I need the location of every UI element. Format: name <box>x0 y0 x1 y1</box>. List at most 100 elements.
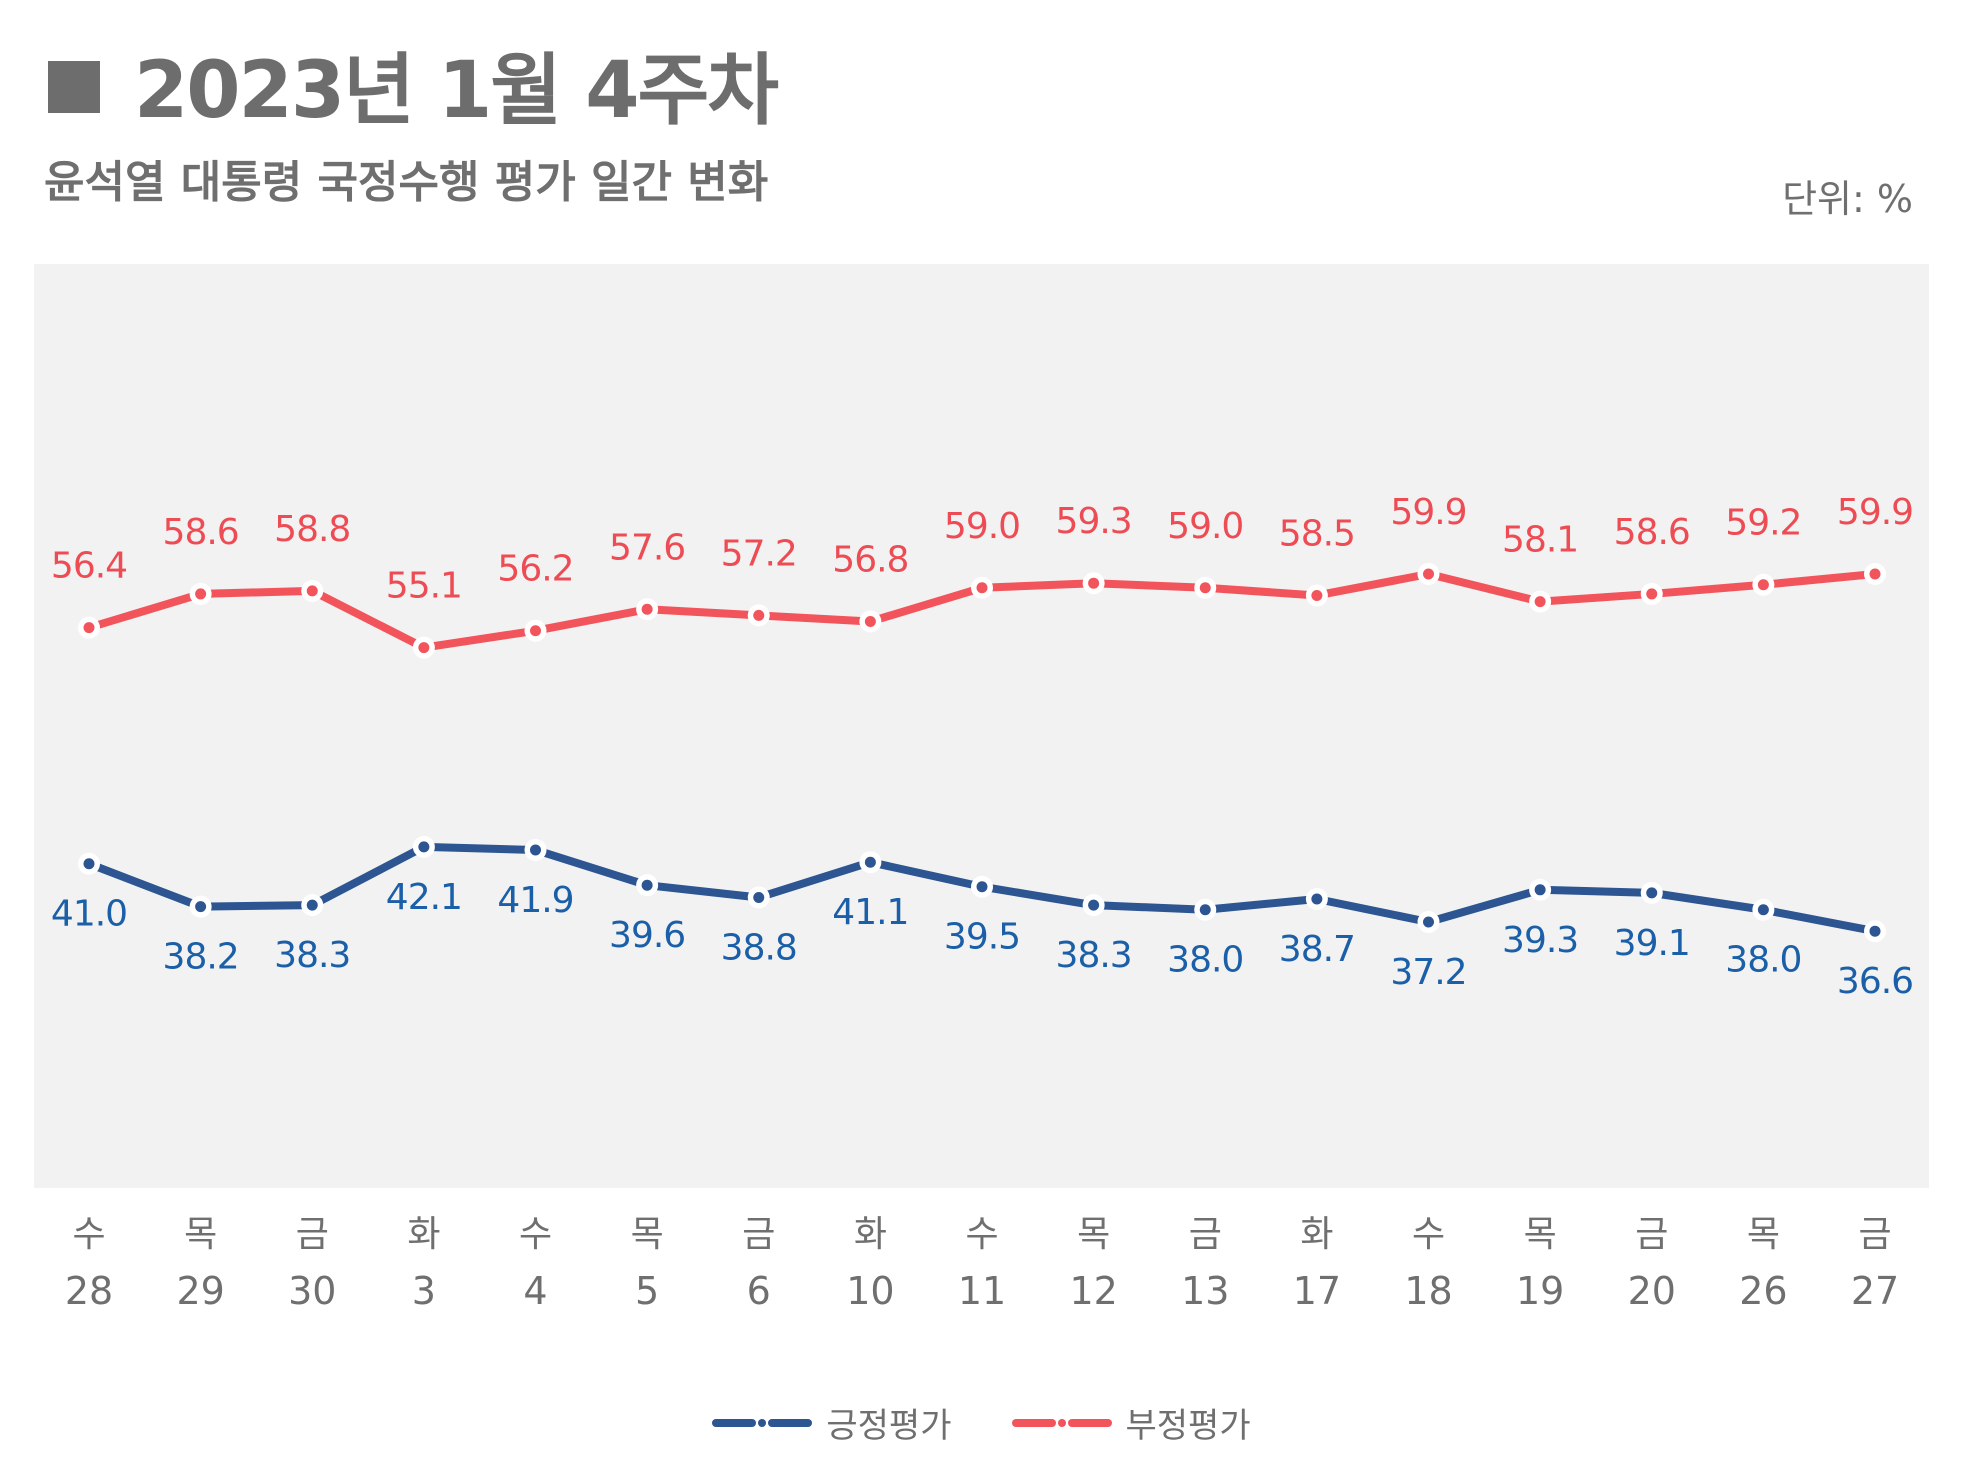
x-tick-date: 26 <box>1739 1269 1787 1313</box>
data-label-negative: 59.0 <box>944 506 1020 547</box>
data-label-positive: 41.1 <box>832 892 908 933</box>
data-label-positive: 38.3 <box>274 935 350 976</box>
chart-legend: 긍정평가 부정평가 <box>0 1398 1963 1447</box>
data-point-dot-positive <box>1646 887 1658 899</box>
data-point-dot-negative <box>1869 568 1881 580</box>
data-point-dot-positive <box>1199 904 1211 916</box>
data-label-negative: 59.9 <box>1390 492 1466 533</box>
data-label-negative: 59.2 <box>1725 503 1801 544</box>
data-point-dot-negative <box>1423 568 1434 580</box>
data-point-dot-negative <box>306 585 318 597</box>
data-label-negative: 59.0 <box>1167 506 1243 547</box>
data-label-positive: 38.0 <box>1725 940 1801 981</box>
data-point-dot-negative <box>641 603 653 615</box>
x-tick-date: 28 <box>65 1269 113 1313</box>
x-tick-day: 화 <box>854 1214 887 1255</box>
data-label-negative: 57.6 <box>609 527 685 568</box>
legend-negative-line-icon <box>1011 1418 1112 1427</box>
data-point-dot-positive <box>418 841 430 853</box>
x-tick-day: 수 <box>519 1214 552 1255</box>
legend-item-negative: 부정평가 <box>1011 1398 1251 1447</box>
data-label-positive: 37.2 <box>1390 952 1466 993</box>
data-label-negative: 58.1 <box>1502 520 1578 561</box>
data-point-dot-negative <box>1088 577 1100 589</box>
data-point-dot-positive <box>195 901 207 913</box>
data-point-dot-positive <box>1311 893 1323 905</box>
x-tick-day: 수 <box>1412 1214 1445 1255</box>
data-label-positive: 42.1 <box>386 877 462 918</box>
data-point-dot-positive <box>1757 904 1769 916</box>
data-label-positive: 39.3 <box>1502 920 1578 961</box>
x-tick-date: 5 <box>635 1269 659 1313</box>
x-tick-day: 금 <box>1858 1214 1891 1255</box>
x-tick-date: 3 <box>412 1269 436 1313</box>
data-point-dot-positive <box>976 881 988 893</box>
chart-subtitle: 윤석열 대통령 국정수행 평가 일간 변화 <box>44 157 769 208</box>
data-label-positive: 38.8 <box>721 927 797 968</box>
data-point-dot-negative <box>83 622 95 634</box>
x-tick-day: 화 <box>1300 1214 1333 1255</box>
data-label-positive: 38.0 <box>1167 940 1243 981</box>
data-point-dot-positive <box>864 856 876 868</box>
data-label-positive: 38.3 <box>1056 935 1132 976</box>
data-label-negative: 58.6 <box>163 512 239 553</box>
x-tick-date: 12 <box>1069 1269 1117 1313</box>
data-point-dot-negative <box>1534 596 1546 608</box>
x-tick-date: 20 <box>1628 1269 1676 1313</box>
data-point-dot-negative <box>1311 589 1323 601</box>
x-tick-day: 금 <box>296 1214 329 1255</box>
data-point-dot-positive <box>1088 899 1100 911</box>
data-point-dot-positive <box>1423 916 1434 928</box>
x-tick-date: 19 <box>1516 1269 1564 1313</box>
x-tick-date: 13 <box>1181 1269 1229 1313</box>
data-point-dot-negative <box>1757 579 1769 591</box>
data-label-positive: 39.6 <box>609 915 685 956</box>
data-point-dot-positive <box>753 891 765 903</box>
x-tick-day: 목 <box>1747 1214 1780 1255</box>
data-point-dot-negative <box>864 616 876 628</box>
data-label-negative: 57.2 <box>721 533 797 574</box>
legend-positive-line-icon <box>712 1418 813 1427</box>
page-title: 2023년 1월 4주차 <box>48 28 779 140</box>
x-tick-day: 수 <box>72 1214 105 1255</box>
data-point-dot-negative <box>530 625 541 637</box>
x-tick-day: 목 <box>184 1214 217 1255</box>
plot-area <box>34 264 1929 1188</box>
legend-label-negative: 부정평가 <box>1125 1406 1251 1446</box>
x-tick-day: 목 <box>631 1214 664 1255</box>
x-tick-date: 4 <box>523 1269 547 1313</box>
data-point-dot-negative <box>418 642 430 654</box>
data-point-dot-negative <box>1199 582 1211 594</box>
x-tick-date: 6 <box>747 1269 771 1313</box>
data-point-dot-negative <box>195 588 207 600</box>
data-point-dot-negative <box>753 609 765 621</box>
x-tick-day: 금 <box>1189 1214 1222 1255</box>
x-tick-day: 화 <box>407 1214 440 1255</box>
data-point-dot-positive <box>83 858 95 870</box>
data-label-negative: 56.8 <box>832 540 908 581</box>
data-label-positive: 39.5 <box>944 917 1020 958</box>
unit-label: 단위: % <box>1782 177 1913 221</box>
x-tick-date: 10 <box>846 1269 894 1313</box>
x-tick-date: 17 <box>1293 1269 1341 1313</box>
x-tick-day: 금 <box>742 1214 775 1255</box>
x-tick-day: 수 <box>965 1214 998 1255</box>
data-label-negative: 59.9 <box>1837 492 1913 533</box>
data-label-negative: 58.5 <box>1279 513 1355 554</box>
data-point-dot-positive <box>530 844 541 856</box>
data-point-dot-negative <box>976 582 988 594</box>
x-tick-day: 목 <box>1077 1214 1110 1255</box>
data-label-positive: 38.7 <box>1279 929 1355 970</box>
data-label-negative: 58.6 <box>1614 512 1690 553</box>
data-point-dot-positive <box>641 879 653 891</box>
data-point-dot-negative <box>1646 588 1658 600</box>
data-point-dot-positive <box>1534 884 1546 896</box>
data-label-negative: 56.2 <box>497 549 573 590</box>
data-label-positive: 36.6 <box>1837 961 1913 1002</box>
title-square-icon <box>48 61 100 113</box>
x-tick-date: 30 <box>288 1269 336 1313</box>
x-tick-date: 18 <box>1404 1269 1452 1313</box>
x-tick-date: 27 <box>1851 1269 1899 1313</box>
data-label-negative: 59.3 <box>1056 501 1132 542</box>
